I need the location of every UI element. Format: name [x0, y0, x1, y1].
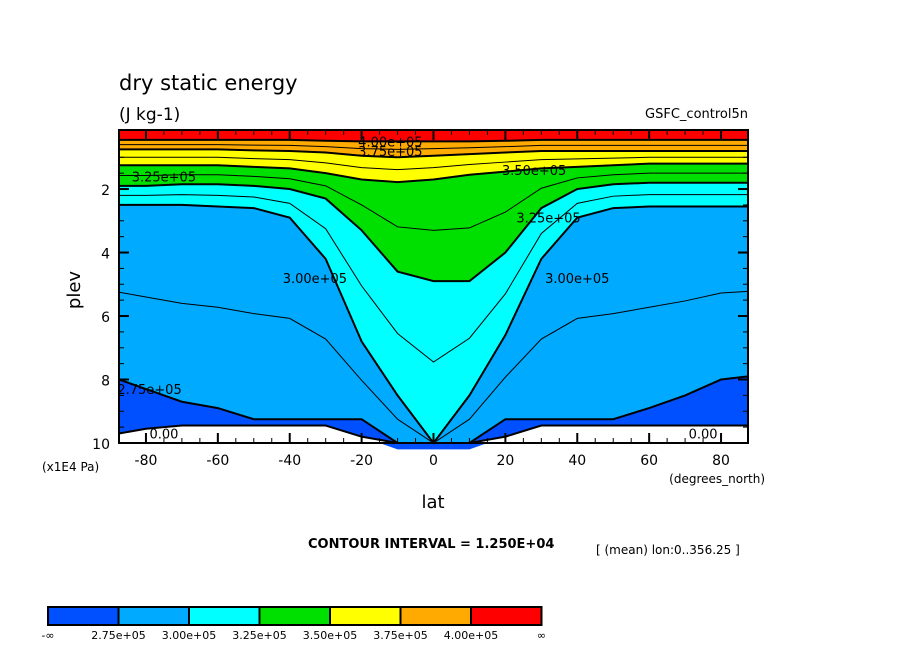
contour-label: 3.25e+05 — [516, 212, 580, 227]
contour-label: 4.00e+05 — [358, 135, 422, 150]
x-tick-label: -20 — [350, 453, 373, 469]
fill-band-3.25e+05 — [119, 163, 748, 282]
colorbar-swatch — [188, 606, 261, 626]
dataset-name: GSFC_control5n — [645, 107, 748, 122]
colorbar-swatch — [399, 606, 472, 626]
contour-label: 3.00e+05 — [545, 272, 609, 287]
contour-line-minor — [119, 194, 748, 363]
x-tick-label: -60 — [206, 453, 229, 469]
contour-label: 3.25e+05 — [132, 170, 196, 185]
contour-label: 3.00e+05 — [283, 272, 347, 287]
y-tick-label: 2 — [101, 183, 110, 199]
contour-label: 2.75e+05 — [117, 383, 181, 398]
x-tick-label: 60 — [640, 453, 658, 469]
contour-label: 3.50e+05 — [502, 164, 566, 179]
y-tick-label: 4 — [101, 247, 110, 263]
mean-note: [ (mean) lon:0..356.25 ] — [596, 543, 740, 557]
fill-band-3.50e+05 — [119, 149, 748, 183]
colorbar-label: ∞ — [537, 629, 546, 642]
colorbar-label: 3.75e+05 — [373, 629, 427, 642]
fill-band-3.00e+05 — [119, 182, 748, 443]
x-tick-label: 0 — [429, 453, 438, 469]
colorbar-swatch — [117, 606, 190, 626]
contour-line-minor — [119, 144, 748, 150]
colorbar: -∞ 2.75e+05 3.00e+05 3.25e+05 3.50e+05 3.75e+… — [41, 606, 546, 642]
x-tick-label: 40 — [568, 453, 586, 469]
x-axis-label: lat — [421, 492, 444, 513]
colorbar-label: 3.25e+05 — [232, 629, 286, 642]
y-axis-units: (x1E4 Pa) — [42, 460, 99, 474]
contour-fills — [119, 130, 748, 450]
contour-label: 0.00 — [149, 427, 178, 442]
colorbar-swatch — [258, 606, 331, 626]
contour-line-minor — [119, 156, 748, 171]
fill-band-missing — [119, 425, 748, 443]
contour-line-major — [119, 181, 748, 283]
contour-labels: 4.00e+053.75e+05 3.50e+05 3.25e+05 3.25e+05… — [117, 135, 717, 442]
colorbar-label: -∞ — [41, 629, 54, 642]
colorbar-swatch — [329, 606, 402, 626]
contour-label: 3.75e+05 — [358, 145, 422, 160]
contour-interval: CONTOUR INTERVAL = 1.250E+04 — [308, 537, 554, 552]
fill-band-2.75e+05 — [119, 204, 748, 443]
chart-title: dry static energy — [119, 71, 298, 95]
contour-label: 0.00 — [689, 427, 718, 442]
x-tick-label: 80 — [712, 453, 730, 469]
x-tick-label: -80 — [135, 453, 158, 469]
colorbar-swatch — [470, 606, 543, 626]
y-tick-label: 6 — [101, 310, 110, 326]
y-tick-label: 8 — [101, 374, 110, 390]
x-axis-units: (degrees_north) — [669, 472, 765, 486]
y-tick-label: 10 — [92, 437, 110, 453]
y-tick-labels: 2 4 6 8 10 — [92, 183, 110, 453]
y-axis-label: plev — [64, 271, 85, 310]
x-tick-labels: -80 -60 -40 -20 0 20 40 60 80 — [135, 453, 730, 469]
contour-line-minor — [119, 172, 748, 231]
x-tick-label: -40 — [278, 453, 301, 469]
colorbar-label: 2.75e+05 — [91, 629, 145, 642]
colorbar-label: 4.00e+05 — [444, 629, 498, 642]
colorbar-swatch — [47, 606, 120, 626]
x-tick-label: 20 — [496, 453, 514, 469]
contour-line-major — [119, 148, 748, 159]
axis-ticks — [119, 130, 748, 444]
contour-line-major — [119, 162, 748, 184]
colorbar-label: 3.00e+05 — [162, 629, 216, 642]
chart-units: (J kg-1) — [119, 105, 180, 125]
colorbar-label: 3.50e+05 — [303, 629, 357, 642]
